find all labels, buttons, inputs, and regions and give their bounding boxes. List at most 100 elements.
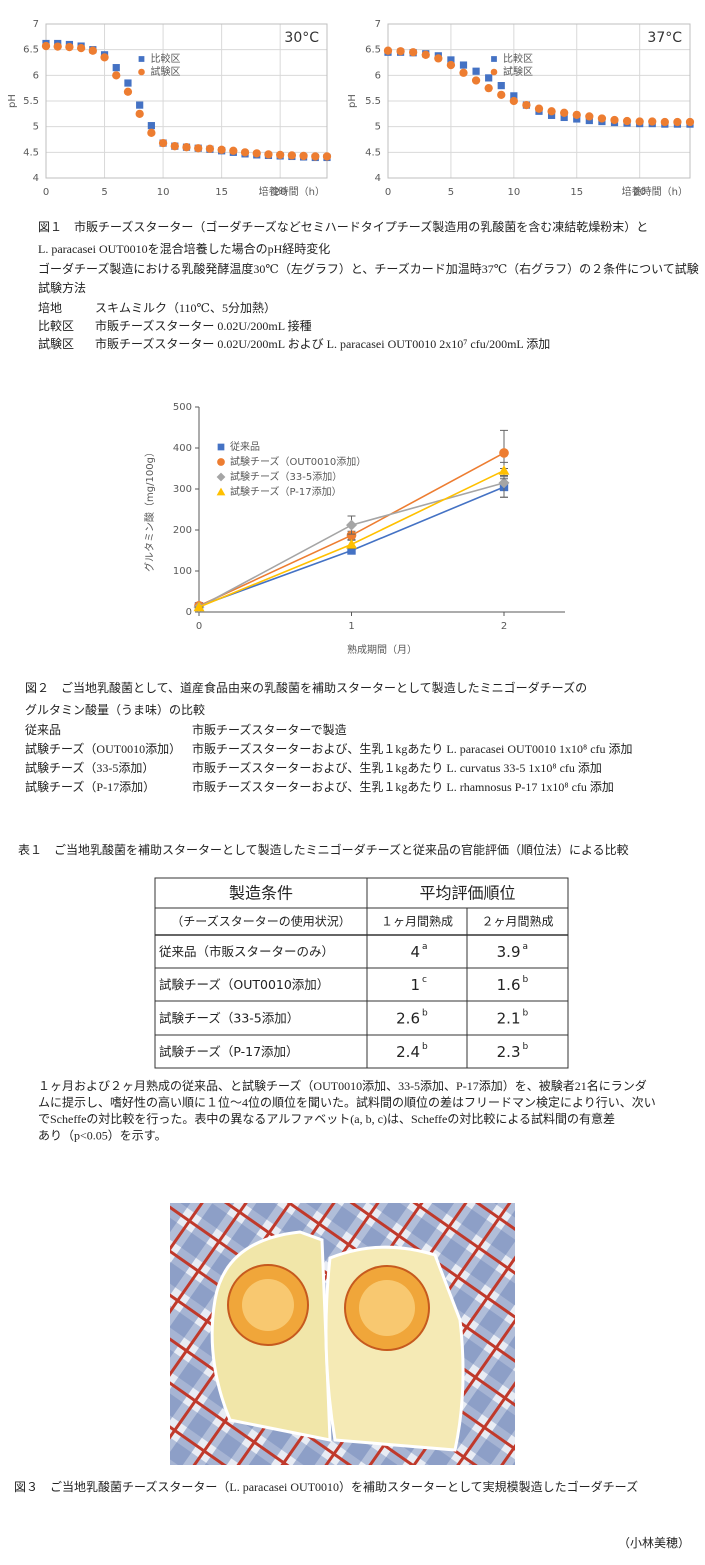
marker — [635, 117, 644, 126]
marker — [112, 64, 120, 72]
marker — [287, 151, 297, 160]
legend-label: 試験チーズ（P-17添加） — [230, 485, 342, 498]
method-text: 市販チーズスターター 0.02U/200mL 接種 — [95, 318, 312, 333]
method-label: 培地 — [38, 300, 62, 315]
legend-label: 試験チーズ（OUT0010添加） — [230, 455, 366, 468]
y-axis-label: グルタミン酸（mg/100g） — [143, 447, 156, 572]
y-tick-label: 6 — [375, 70, 381, 81]
y-tick-label: 5.5 — [23, 96, 39, 107]
rank-value: 3.9 — [497, 943, 521, 961]
caption-line: グルタミン酸量（うま味）の比較 — [25, 702, 205, 717]
rank-letter: b — [523, 1042, 529, 1052]
subheader-cell: （チーズスターターの使用状況） — [171, 914, 350, 929]
legend-label: 試験区 — [503, 65, 533, 78]
legend-marker — [138, 68, 145, 76]
marker — [193, 601, 205, 612]
legend-marker — [491, 56, 497, 62]
marker — [485, 74, 493, 82]
rank-letter: b — [523, 975, 529, 985]
y-tick-label: 4 — [33, 173, 39, 184]
marker — [182, 143, 191, 152]
marker — [572, 110, 581, 119]
x-tick-label: 1 — [348, 621, 354, 632]
y-tick-label: 6 — [33, 70, 39, 81]
condition-text: 市販チーズスターターおよび、生乳１kgあたり L. paracasei OUT0… — [192, 741, 633, 756]
x-tick-label: 15 — [215, 187, 228, 198]
rank-letter: b — [422, 1042, 428, 1052]
marker — [660, 117, 669, 127]
method-text: 市販チーズスターター 0.02U/200mL および L. paracasei … — [95, 336, 550, 351]
x-axis-label: 熟成期間（月） — [347, 643, 417, 656]
marker — [100, 53, 109, 62]
y-tick-label: 5 — [375, 122, 381, 133]
table-title: 表１ ご当地乳酸菌を補助スターターとして製造したミニゴーダチーズと従来品の官能評… — [18, 842, 629, 857]
caption-line: 図１ 市販チーズスターター（ゴーダチーズなどセミハードタイプチーズ製造用の乳酸菌… — [38, 219, 648, 234]
note-line: ムに提示し、嗜好性の高い順に１位～4位の順位を聞いた。試料間の順位の差はフリード… — [38, 1094, 656, 1109]
caption-line: 図２ ご当地乳酸菌として、道産食品由来の乳酸菌を補助スターターとして製造したミニ… — [25, 680, 587, 695]
rank-value: 1 — [410, 976, 420, 994]
row-label: 試験チーズ（33-5添加） — [159, 1011, 299, 1026]
marker — [499, 448, 509, 458]
marker — [252, 149, 261, 158]
rank-letter: a — [422, 942, 428, 952]
plot-frame — [45, 23, 328, 179]
marker — [322, 152, 332, 161]
y-tick-label: 5 — [33, 122, 39, 133]
marker — [434, 54, 443, 63]
marker — [510, 92, 518, 100]
author: （小林美穂） — [618, 1536, 690, 1550]
marker — [597, 114, 607, 123]
marker — [205, 144, 215, 153]
legend-marker — [217, 458, 225, 466]
x-tick-label: 10 — [157, 187, 170, 198]
marker — [76, 43, 86, 53]
marker — [158, 138, 168, 148]
marker — [264, 150, 273, 159]
marker — [346, 519, 357, 531]
row-label: 試験チーズ（P-17添加） — [159, 1044, 299, 1059]
marker — [170, 142, 179, 151]
condition-text: 市販チーズスターターおよび、生乳１kgあたり L. curvatus 33-5 … — [192, 760, 602, 775]
row-label: 試験チーズ（OUT0010添加） — [159, 977, 329, 992]
method-label: 試験区 — [38, 336, 74, 351]
marker — [421, 50, 430, 59]
marker — [459, 61, 468, 69]
y-tick-label: 6.5 — [365, 45, 381, 56]
marker — [522, 100, 531, 110]
rank-letter: b — [422, 1009, 428, 1019]
marker — [229, 146, 238, 155]
legend-label: 試験区 — [151, 65, 181, 78]
marker — [498, 477, 510, 489]
marker — [484, 84, 493, 93]
plot-frame — [387, 23, 691, 179]
marker — [147, 122, 155, 130]
marker — [240, 148, 250, 157]
legend-marker — [217, 443, 225, 451]
row-label: 従来品（市販スターターのみ） — [159, 944, 334, 959]
rank-value: 2.4 — [396, 1043, 420, 1061]
x-tick-label: 0 — [43, 187, 49, 198]
legend-label: 比較区 — [503, 52, 533, 65]
marker — [497, 82, 505, 90]
marker — [509, 96, 518, 106]
marker — [534, 104, 544, 113]
marker — [472, 67, 480, 75]
legend-marker — [216, 472, 226, 482]
marker — [65, 42, 74, 52]
legend-label: 試験チーズ（33-5添加） — [230, 470, 342, 483]
header-cell: 製造条件 — [229, 884, 293, 903]
x-tick-label: 2 — [501, 621, 507, 632]
marker — [147, 128, 156, 137]
condition-label: 試験チーズ（OUT0010添加） — [25, 741, 181, 756]
marker — [446, 60, 456, 70]
table-frame — [154, 877, 569, 1069]
marker — [194, 144, 203, 153]
x-axis-label: 培養時間（h） — [259, 185, 325, 198]
condition-text: 市販チーズスターターで製造 — [192, 722, 347, 737]
annotation: 30°C — [284, 30, 319, 46]
y-tick-label: 0 — [186, 607, 192, 618]
legend-label: 比較区 — [151, 52, 181, 65]
x-tick-label: 0 — [196, 621, 202, 632]
caption-line: L. paracasei OUT0010を混合培養した場合のpH経時変化 — [38, 241, 330, 256]
